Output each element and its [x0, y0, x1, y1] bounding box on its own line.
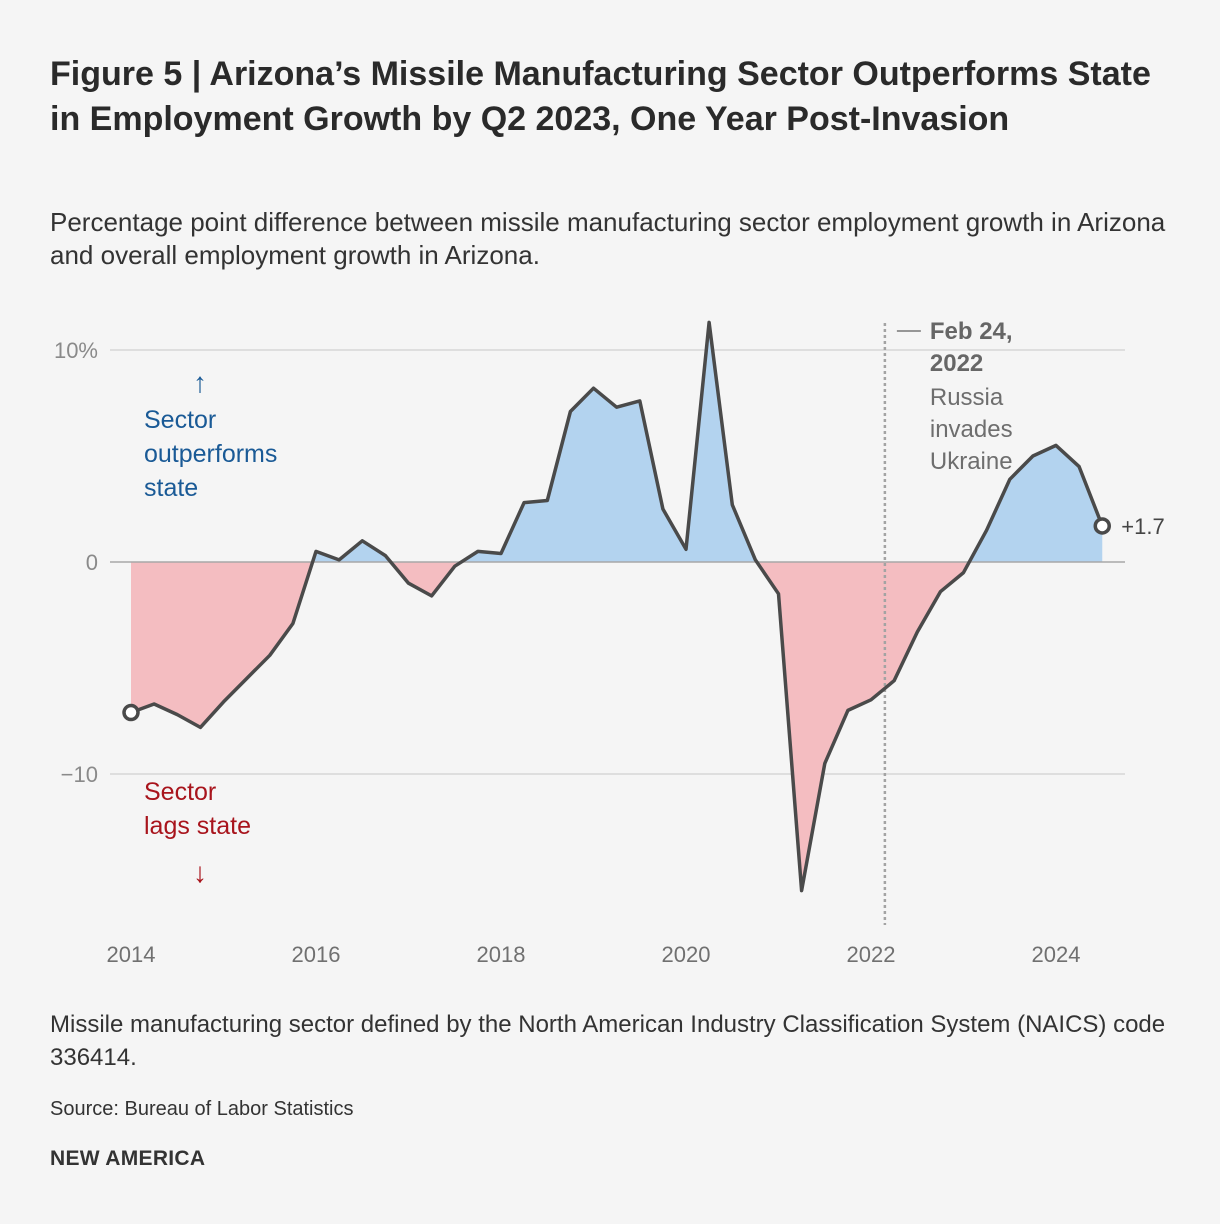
x-tick-label: 2020 — [662, 942, 711, 967]
lags-label: lags state — [144, 812, 251, 840]
y-tick-label: 10% — [54, 338, 98, 363]
outperforms-label: state — [144, 474, 198, 502]
figure-title: Figure 5 | Arizona’s Missile Manufacturi… — [50, 55, 1151, 138]
positive-area — [131, 322, 1103, 562]
event-annotation: Feb 24, 2022 Russia invades Ukraine — [883, 318, 1013, 925]
area-chart: Feb 24, 2022 Russia invades Ukraine +1.7 10%… — [54, 318, 1165, 967]
event-date-label: Feb 24, — [930, 318, 1013, 345]
series-line: +1.7 — [122, 320, 1165, 893]
x-tick-label: 2014 — [107, 942, 156, 967]
figure-subtitle: Percentage point difference between miss… — [50, 207, 1166, 270]
event-description: Ukraine — [930, 448, 1013, 475]
x-tick-label: 2016 — [292, 942, 341, 967]
up-arrow-icon: ↑ — [193, 367, 207, 398]
area-fills — [131, 322, 1103, 891]
end-value-label: +1.7 — [1121, 514, 1164, 539]
source-line: Source: Bureau of Labor Statistics — [50, 1098, 354, 1120]
outperforms-label: outperforms — [144, 440, 277, 468]
y-tick-label: −10 — [61, 762, 98, 787]
end-point-marker — [1093, 517, 1111, 535]
down-arrow-icon: ↓ — [193, 857, 207, 888]
grid-lines — [110, 349, 1125, 775]
brand-logo-text: NEW AMERICA — [50, 1147, 206, 1170]
x-tick-label: 2018 — [477, 942, 526, 967]
chart-annotations: ↑ Sector outperforms state Sector lags state ↓ — [144, 367, 277, 888]
x-tick-label: 2022 — [847, 942, 896, 967]
y-tick-label: 0 — [86, 550, 98, 575]
event-description: invades — [930, 416, 1013, 443]
x-tick-label: 2024 — [1032, 942, 1081, 967]
lags-label: Sector — [144, 778, 216, 806]
start-point-marker — [122, 703, 140, 722]
footnote: Missile manufacturing sector defined by … — [50, 1011, 1166, 1071]
outperforms-label: Sector — [144, 406, 216, 434]
series-path — [130, 320, 1104, 893]
event-description: Russia — [930, 384, 1004, 411]
negative-area — [131, 562, 1103, 891]
axis-labels: 10% 0 −10 2014 2016 2018 2020 2022 2024 — [54, 338, 1081, 967]
event-date-label: 2022 — [930, 350, 983, 377]
